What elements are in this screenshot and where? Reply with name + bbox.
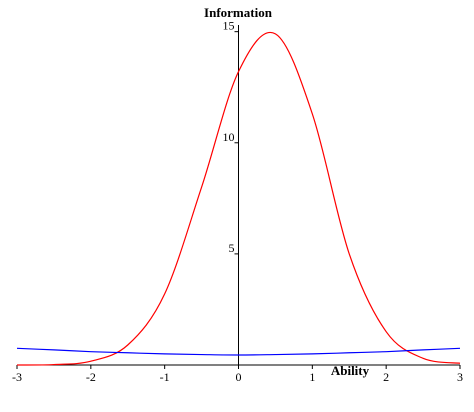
y-tick-label: 5	[229, 241, 235, 255]
y-tick-label: 10	[223, 130, 235, 144]
x-tick-label: 2	[383, 370, 389, 384]
y-tick-label: 15	[223, 19, 235, 33]
chart-title: Information	[204, 5, 273, 20]
x-tick-label: 0	[236, 370, 242, 384]
x-tick-label: -3	[12, 370, 22, 384]
x-tick-label: 1	[309, 370, 315, 384]
x-tick-label: 3	[457, 370, 463, 384]
x-tick-label: -2	[86, 370, 96, 384]
series-line	[16, 31, 461, 366]
series-line	[16, 347, 461, 356]
x-tick-label: -1	[160, 370, 170, 384]
x-axis-label: Ability	[331, 363, 370, 378]
